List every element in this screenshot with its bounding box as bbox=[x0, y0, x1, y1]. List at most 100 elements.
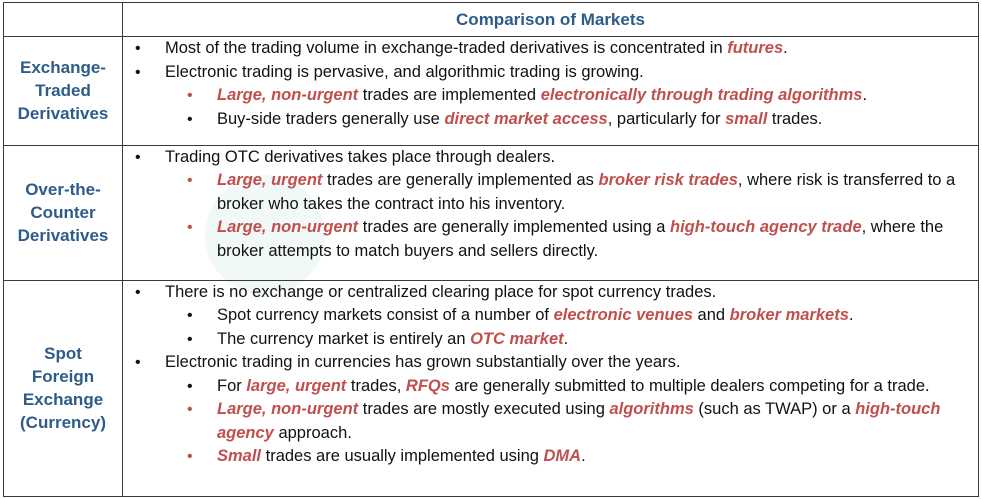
emphasis-text: small bbox=[725, 109, 768, 128]
text: . bbox=[783, 39, 788, 57]
text: trades, bbox=[346, 376, 406, 395]
bullet-dot: • bbox=[135, 283, 141, 301]
emphasis-text: broker risk trades bbox=[598, 171, 738, 190]
header-empty-cell bbox=[3, 2, 123, 37]
sub-bullet-item: • The currency market is entirely an OTC … bbox=[123, 328, 978, 352]
label-line: (Currency) bbox=[20, 413, 106, 433]
text: Trading OTC derivatives takes place thro… bbox=[165, 147, 556, 166]
text: (such as TWAP) or a bbox=[693, 400, 856, 419]
emphasis-text: large, urgent bbox=[246, 376, 347, 395]
row-spot-foreign-exchange: Spot Foreign Exchange (Currency) • There … bbox=[3, 279, 979, 498]
sub-bullet-item: • For large, urgent trades, RFQs are gene… bbox=[123, 375, 978, 399]
sub-bullet-item: • Spot currency markets consist of a numb… bbox=[123, 304, 978, 328]
emphasis-text: Large, non-urgent bbox=[217, 86, 359, 104]
emphasis-text: OTC market bbox=[470, 329, 564, 348]
bullet-item: • Electronic trading in currencies has gr… bbox=[123, 351, 978, 375]
emphasis-text: RFQs bbox=[405, 376, 450, 395]
bullet-item: • There is no exchange or centralized cle… bbox=[123, 281, 978, 305]
text: . bbox=[862, 86, 868, 104]
emphasis-text: Large, urgent bbox=[217, 171, 323, 190]
bullet-dot: • bbox=[187, 448, 193, 466]
emphasis-text: DMA bbox=[543, 447, 582, 466]
label-line: Exchange- bbox=[20, 58, 106, 78]
label-line: Exchange bbox=[22, 390, 104, 410]
text: There is no exchange or centralized clea… bbox=[165, 282, 717, 301]
emphasis-text: direct market access bbox=[444, 109, 608, 128]
sub-bullet-item: • Large, non-urgent trades are mostly exe… bbox=[123, 398, 978, 445]
bullet-dot: • bbox=[187, 219, 193, 237]
text: trades are usually implemented using bbox=[261, 447, 544, 466]
bullet-list: • Most of the trading volume in exchange-… bbox=[123, 37, 978, 131]
bullet-item: • Trading OTC derivatives takes place thr… bbox=[123, 146, 978, 170]
text: trades are mostly executed using bbox=[358, 400, 610, 419]
text: Electronic trading in currencies has gro… bbox=[165, 353, 681, 372]
bullet-dot: • bbox=[187, 110, 193, 128]
emphasis-text: electronic venues bbox=[553, 306, 693, 325]
emphasis-text: Small bbox=[217, 447, 262, 466]
text: The currency market is entirely an bbox=[217, 329, 471, 348]
text: trades are generally implemented using a bbox=[358, 218, 671, 237]
text: , where risk is transferred to a broker … bbox=[217, 171, 956, 213]
bullet-dot: • bbox=[187, 307, 193, 325]
label-line: Traded bbox=[35, 81, 91, 101]
emphasis-text: high-touch agency bbox=[217, 400, 941, 442]
text: . bbox=[581, 447, 586, 466]
label-line: Counter bbox=[30, 203, 96, 223]
bullet-dot: • bbox=[135, 354, 141, 372]
row-exchange-traded: Exchange- Traded Derivatives • Most of th… bbox=[3, 36, 979, 146]
row-label-exchange-traded: Exchange- Traded Derivatives bbox=[3, 36, 123, 146]
bullet-dot: • bbox=[135, 40, 141, 57]
bullet-dot: • bbox=[187, 377, 193, 395]
sub-bullet-item: • Large, urgent trades are generally impl… bbox=[123, 169, 978, 216]
text: trades are implemented bbox=[358, 86, 541, 104]
emphasis-text: Large, non-urgent bbox=[217, 218, 359, 237]
emphasis-text: futures bbox=[727, 39, 784, 57]
label-line: Derivatives bbox=[17, 226, 109, 246]
bullet-dot: • bbox=[187, 172, 193, 190]
row-content-over-the-counter: • Trading OTC derivatives takes place thr… bbox=[122, 144, 979, 281]
row-label-spot-foreign-exchange: Spot Foreign Exchange (Currency) bbox=[3, 279, 123, 498]
label-line: Spot bbox=[44, 344, 82, 364]
sub-bullet-item: • Small trades are usually implemented us… bbox=[123, 445, 978, 469]
sub-bullet-item: • Large, non-urgent trades are generally … bbox=[123, 216, 978, 263]
emphasis-text: electronically through trading algorithm… bbox=[540, 86, 863, 104]
emphasis-text: algorithms bbox=[609, 400, 694, 419]
sub-bullet-item: • Buy-side traders generally use direct m… bbox=[123, 108, 978, 132]
row-over-the-counter: Over-the- Counter Derivatives • Trading O… bbox=[3, 144, 979, 281]
emphasis-text: high-touch agency trade bbox=[670, 218, 862, 237]
bullet-dot: • bbox=[187, 87, 193, 104]
label-line: Foreign bbox=[31, 367, 95, 387]
bullet-list: • There is no exchange or centralized cle… bbox=[123, 281, 978, 469]
text: trades. bbox=[767, 109, 823, 128]
bullet-dot: • bbox=[135, 63, 141, 81]
emphasis-text: Large, non-urgent bbox=[217, 400, 359, 419]
bullet-dot: • bbox=[187, 401, 193, 419]
text: Spot currency markets consist of a numbe… bbox=[217, 306, 554, 325]
bullet-dot: • bbox=[135, 148, 141, 166]
text: , particularly for bbox=[607, 109, 726, 128]
bullet-item: • Electronic trading is pervasive, and al… bbox=[123, 61, 978, 85]
label-line: Derivatives bbox=[17, 104, 109, 124]
text: . bbox=[848, 306, 854, 325]
text: Electronic trading is pervasive, and alg… bbox=[165, 62, 644, 81]
text: , where the broker attempts to match buy… bbox=[217, 218, 944, 260]
text: are generally submitted to multiple deal… bbox=[449, 376, 930, 395]
table-title: Comparison of Markets bbox=[122, 2, 979, 37]
bullet-dot: • bbox=[187, 330, 193, 348]
sub-bullet-item: • Large, non-urgent trades are implemente… bbox=[123, 84, 978, 108]
text: and bbox=[692, 306, 730, 325]
row-content-exchange-traded: • Most of the trading volume in exchange-… bbox=[122, 36, 979, 146]
emphasis-text: broker markets bbox=[729, 306, 849, 325]
text: Most of the trading volume in exchange-t… bbox=[165, 39, 728, 57]
text: trades are generally implemented as bbox=[322, 171, 599, 190]
text: Buy-side traders generally use bbox=[217, 109, 445, 128]
bullet-list: • Trading OTC derivatives takes place thr… bbox=[123, 146, 978, 264]
bullet-item: • Most of the trading volume in exchange-… bbox=[123, 37, 978, 61]
comparison-table: Comparison of Markets Exchange- Traded D… bbox=[3, 2, 979, 498]
header-row: Comparison of Markets bbox=[3, 2, 979, 37]
text: For bbox=[217, 376, 247, 395]
label-line: Over-the- bbox=[25, 180, 101, 200]
row-content-spot-foreign-exchange: • There is no exchange or centralized cle… bbox=[122, 279, 979, 498]
text: . bbox=[563, 329, 569, 348]
text: approach. bbox=[273, 423, 352, 442]
